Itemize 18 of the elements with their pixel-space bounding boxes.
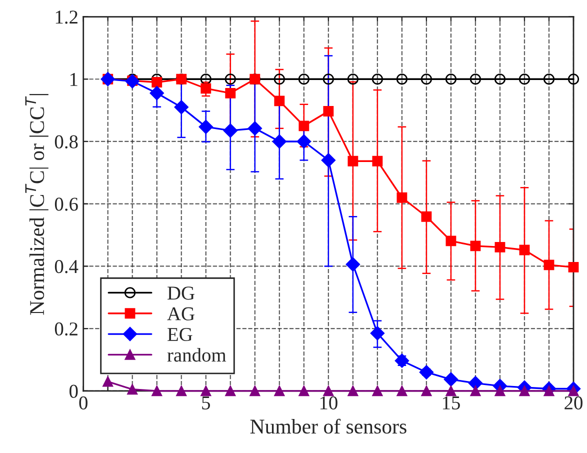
x-tick-label: 10: [320, 396, 338, 410]
legend-label: DG: [168, 286, 194, 300]
y-axis-title: Normalized |C$^{T}$C| or |CC$^{T}$|: [25, 94, 48, 315]
legend-label: EG: [168, 328, 192, 342]
y-tick-label: 0.2: [54, 322, 78, 336]
x-tick-label: 15: [442, 396, 460, 410]
x-tick-label: 20: [564, 396, 582, 410]
legend-label: AG: [167, 307, 194, 320]
y-tick-label: 0.4: [54, 260, 78, 274]
legend-label: random: [167, 348, 226, 362]
x-axis-title: Number of sensors: [250, 418, 406, 434]
y-tick-label: 1: [70, 73, 78, 86]
y-tick-label: 0.8: [54, 135, 78, 149]
y-tick-label: 0: [70, 384, 78, 398]
y-tick-label: 0.6: [54, 198, 78, 211]
x-tick-label: 5: [202, 396, 210, 410]
y-tick-label: 1.2: [56, 10, 78, 24]
x-tick-label: 0: [79, 396, 88, 410]
